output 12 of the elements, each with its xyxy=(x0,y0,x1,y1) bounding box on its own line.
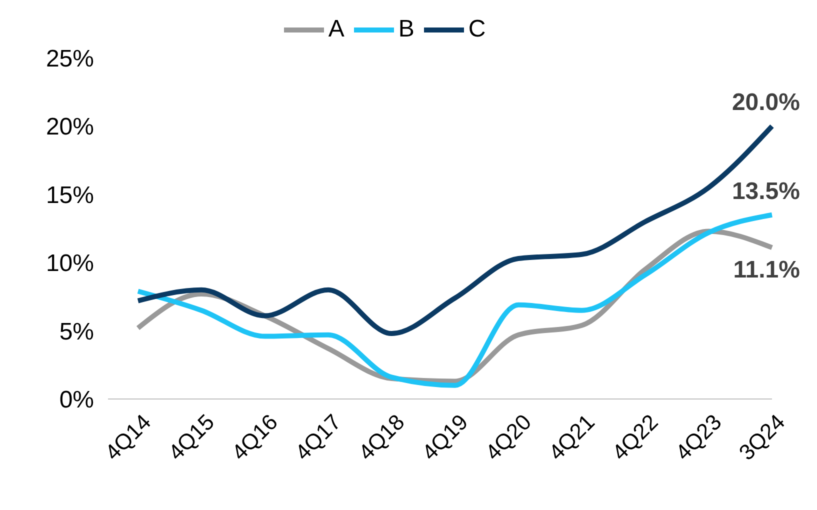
y-tick-label: 20% xyxy=(46,114,94,141)
data-label: 20.0% xyxy=(732,89,800,116)
y-tick-label: 10% xyxy=(46,250,94,278)
y-tick-label: 25% xyxy=(46,46,94,73)
legend-label: A xyxy=(328,15,344,42)
data-label: 11.1% xyxy=(733,256,800,284)
y-tick-label: 5% xyxy=(59,318,94,346)
legend-label: B xyxy=(398,15,414,42)
y-tick-label: 0% xyxy=(59,386,94,414)
data-label: 13.5% xyxy=(732,178,800,205)
y-tick-label: 15% xyxy=(46,182,94,209)
legend-label: C xyxy=(468,15,486,42)
